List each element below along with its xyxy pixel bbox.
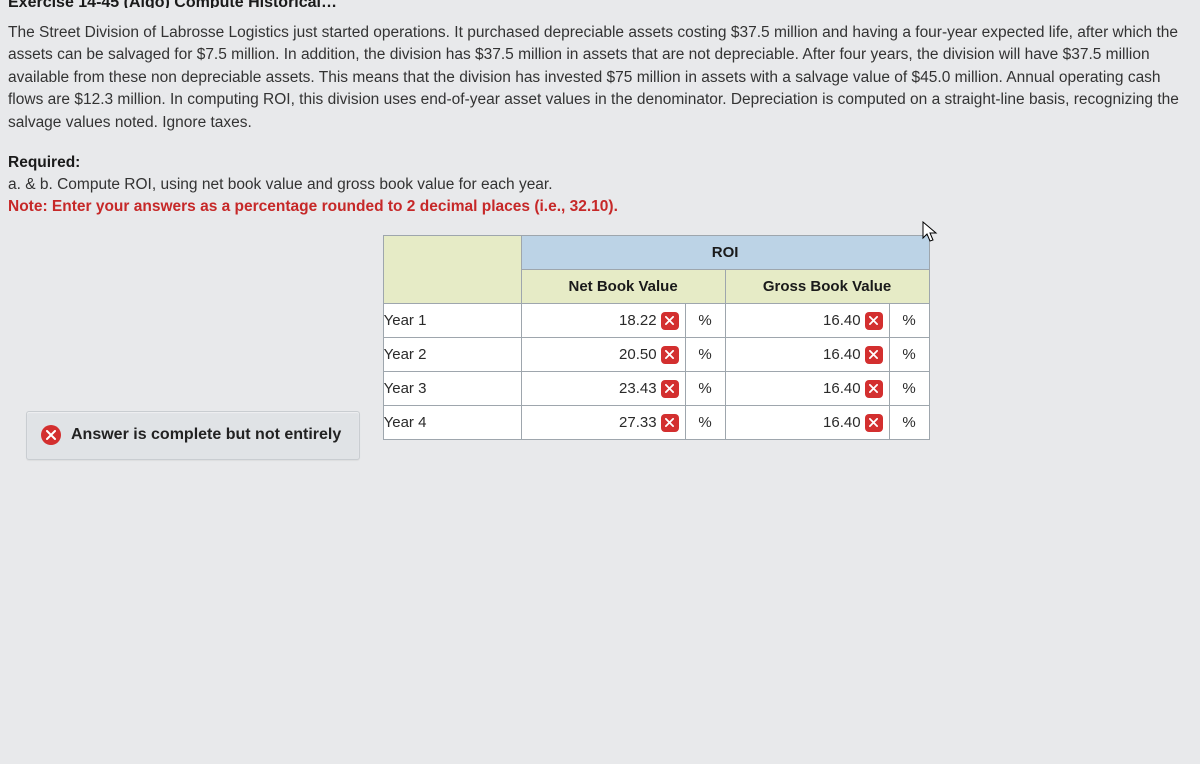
note-text: Enter your answers as a percentage round… [52,198,618,215]
table-row: Year 1 18.22 % 16.40 % [383,304,929,338]
pct-label: % [889,372,929,406]
gbv-cell[interactable]: 16.40 [725,338,889,372]
row-label: Year 3 [383,372,521,406]
note-line: Note: Enter your answers as a percentage… [8,196,1192,218]
exercise-header: Exercise 14-45 (Algo) Compute Historical… [8,0,1192,8]
row-label: Year 4 [383,406,521,440]
wrong-icon [41,425,61,445]
roi-table: ROI Net Book Value Gross Book Value Year… [383,235,930,440]
row-label: Year 2 [383,338,521,372]
pct-label: % [889,406,929,440]
required-item: a. & b. Compute ROI, using net book valu… [8,174,1192,196]
nbv-value: 18.22 [619,310,657,331]
wrong-mark-icon [661,380,679,398]
gbv-value: 16.40 [823,378,861,399]
gbv-value: 16.40 [823,310,861,331]
wrong-mark-icon [661,414,679,432]
col-header-nbv: Net Book Value [521,270,725,304]
nbv-value: 23.43 [619,378,657,399]
wrong-mark-icon [661,346,679,364]
row-header-blank [383,236,521,304]
pct-label: % [685,406,725,440]
required-label: Required: [8,152,1192,174]
nbv-cell[interactable]: 18.22 [521,304,685,338]
table-row: Year 2 20.50 % 16.40 % [383,338,929,372]
pct-label: % [889,304,929,338]
pct-label: % [889,338,929,372]
wrong-mark-icon [865,312,883,330]
pct-label: % [685,372,725,406]
gbv-cell[interactable]: 16.40 [725,304,889,338]
answer-table-wrap: ROI Net Book Value Gross Book Value Year… [383,235,930,440]
table-row: Year 4 27.33 % 16.40 % [383,406,929,440]
nbv-cell[interactable]: 27.33 [521,406,685,440]
gbv-cell[interactable]: 16.40 [725,406,889,440]
nbv-value: 20.50 [619,344,657,365]
required-block: Required: a. & b. Compute ROI, using net… [8,152,1192,217]
pct-label: % [685,304,725,338]
gbv-value: 16.40 [823,344,861,365]
pct-label: % [685,338,725,372]
row-label: Year 1 [383,304,521,338]
wrong-mark-icon [865,346,883,364]
nbv-cell[interactable]: 23.43 [521,372,685,406]
col-header-gbv: Gross Book Value [725,270,929,304]
nbv-value: 27.33 [619,412,657,433]
roi-header: ROI [521,236,929,270]
wrong-mark-icon [865,414,883,432]
wrong-mark-icon [865,380,883,398]
gbv-cell[interactable]: 16.40 [725,372,889,406]
feedback-banner: Answer is complete but not entirely [26,411,360,459]
note-prefix: Note: [8,198,52,215]
table-row: Year 3 23.43 % 16.40 % [383,372,929,406]
feedback-message: Answer is complete but not entirely [71,424,341,446]
gbv-value: 16.40 [823,412,861,433]
nbv-cell[interactable]: 20.50 [521,338,685,372]
wrong-mark-icon [661,312,679,330]
problem-statement: The Street Division of Labrosse Logistic… [8,22,1192,134]
